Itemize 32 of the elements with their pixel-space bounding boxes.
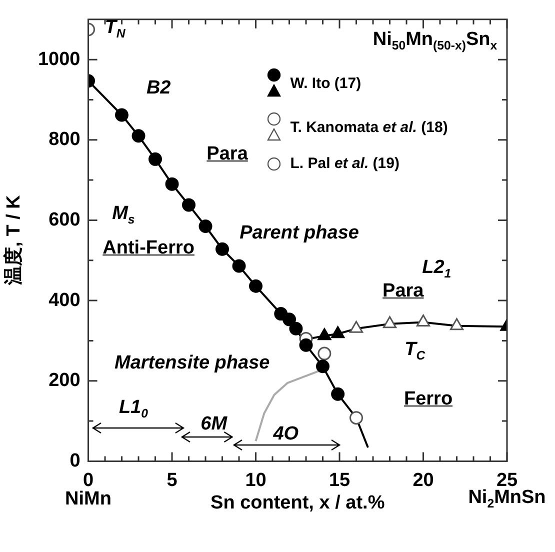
text: Ni$_{50}$Mn$_{(50-x)}$Sn$_{x}$ — [372, 29, 498, 54]
annotation: M$_{s}$ — [112, 203, 135, 228]
y-tick-label: 600 — [48, 209, 80, 230]
x-tick-label: 20 — [412, 470, 434, 491]
annotation: Ferro — [404, 388, 453, 410]
x-tick-label: 0 — [82, 470, 94, 491]
y-tick-label: 400 — [48, 290, 80, 311]
text: NiMn — [65, 488, 112, 510]
annotation: 6M — [200, 414, 228, 435]
annotation: 4O — [273, 424, 299, 445]
annotation: Parent phase — [240, 222, 359, 244]
y-tick-label: 0 — [70, 450, 80, 472]
annotation: Anti-Ferro — [102, 237, 194, 258]
annotation: L2$_{1}$ — [422, 256, 452, 281]
annotation: T$_{N}$ — [104, 17, 126, 42]
legend-label: T. Kanomata et al. (18) — [290, 118, 448, 136]
annotation: Para — [382, 280, 424, 302]
y-tick-label: 1000 — [38, 48, 80, 70]
annotation: Martensite phase — [114, 352, 270, 374]
y-tick-label: 200 — [48, 370, 80, 392]
legend-label: W. Ito (17) — [290, 74, 362, 92]
x-tick-label: 10 — [245, 470, 266, 491]
x-axis-title: Sn content, x / at.% — [210, 492, 385, 514]
x-tick-label: 5 — [166, 470, 178, 491]
y-tick-label: 800 — [48, 129, 80, 150]
annotation: T$_{C}$ — [404, 338, 426, 362]
annotation: Para — [206, 143, 248, 164]
x-tick-label: 15 — [328, 470, 351, 491]
legend-label: L. Pal et al. (19) — [290, 155, 400, 172]
y-axis-title: 温度, T / K — [4, 195, 24, 286]
annotation: B2 — [146, 78, 171, 99]
annotation: L1$_{0}$ — [118, 396, 148, 420]
